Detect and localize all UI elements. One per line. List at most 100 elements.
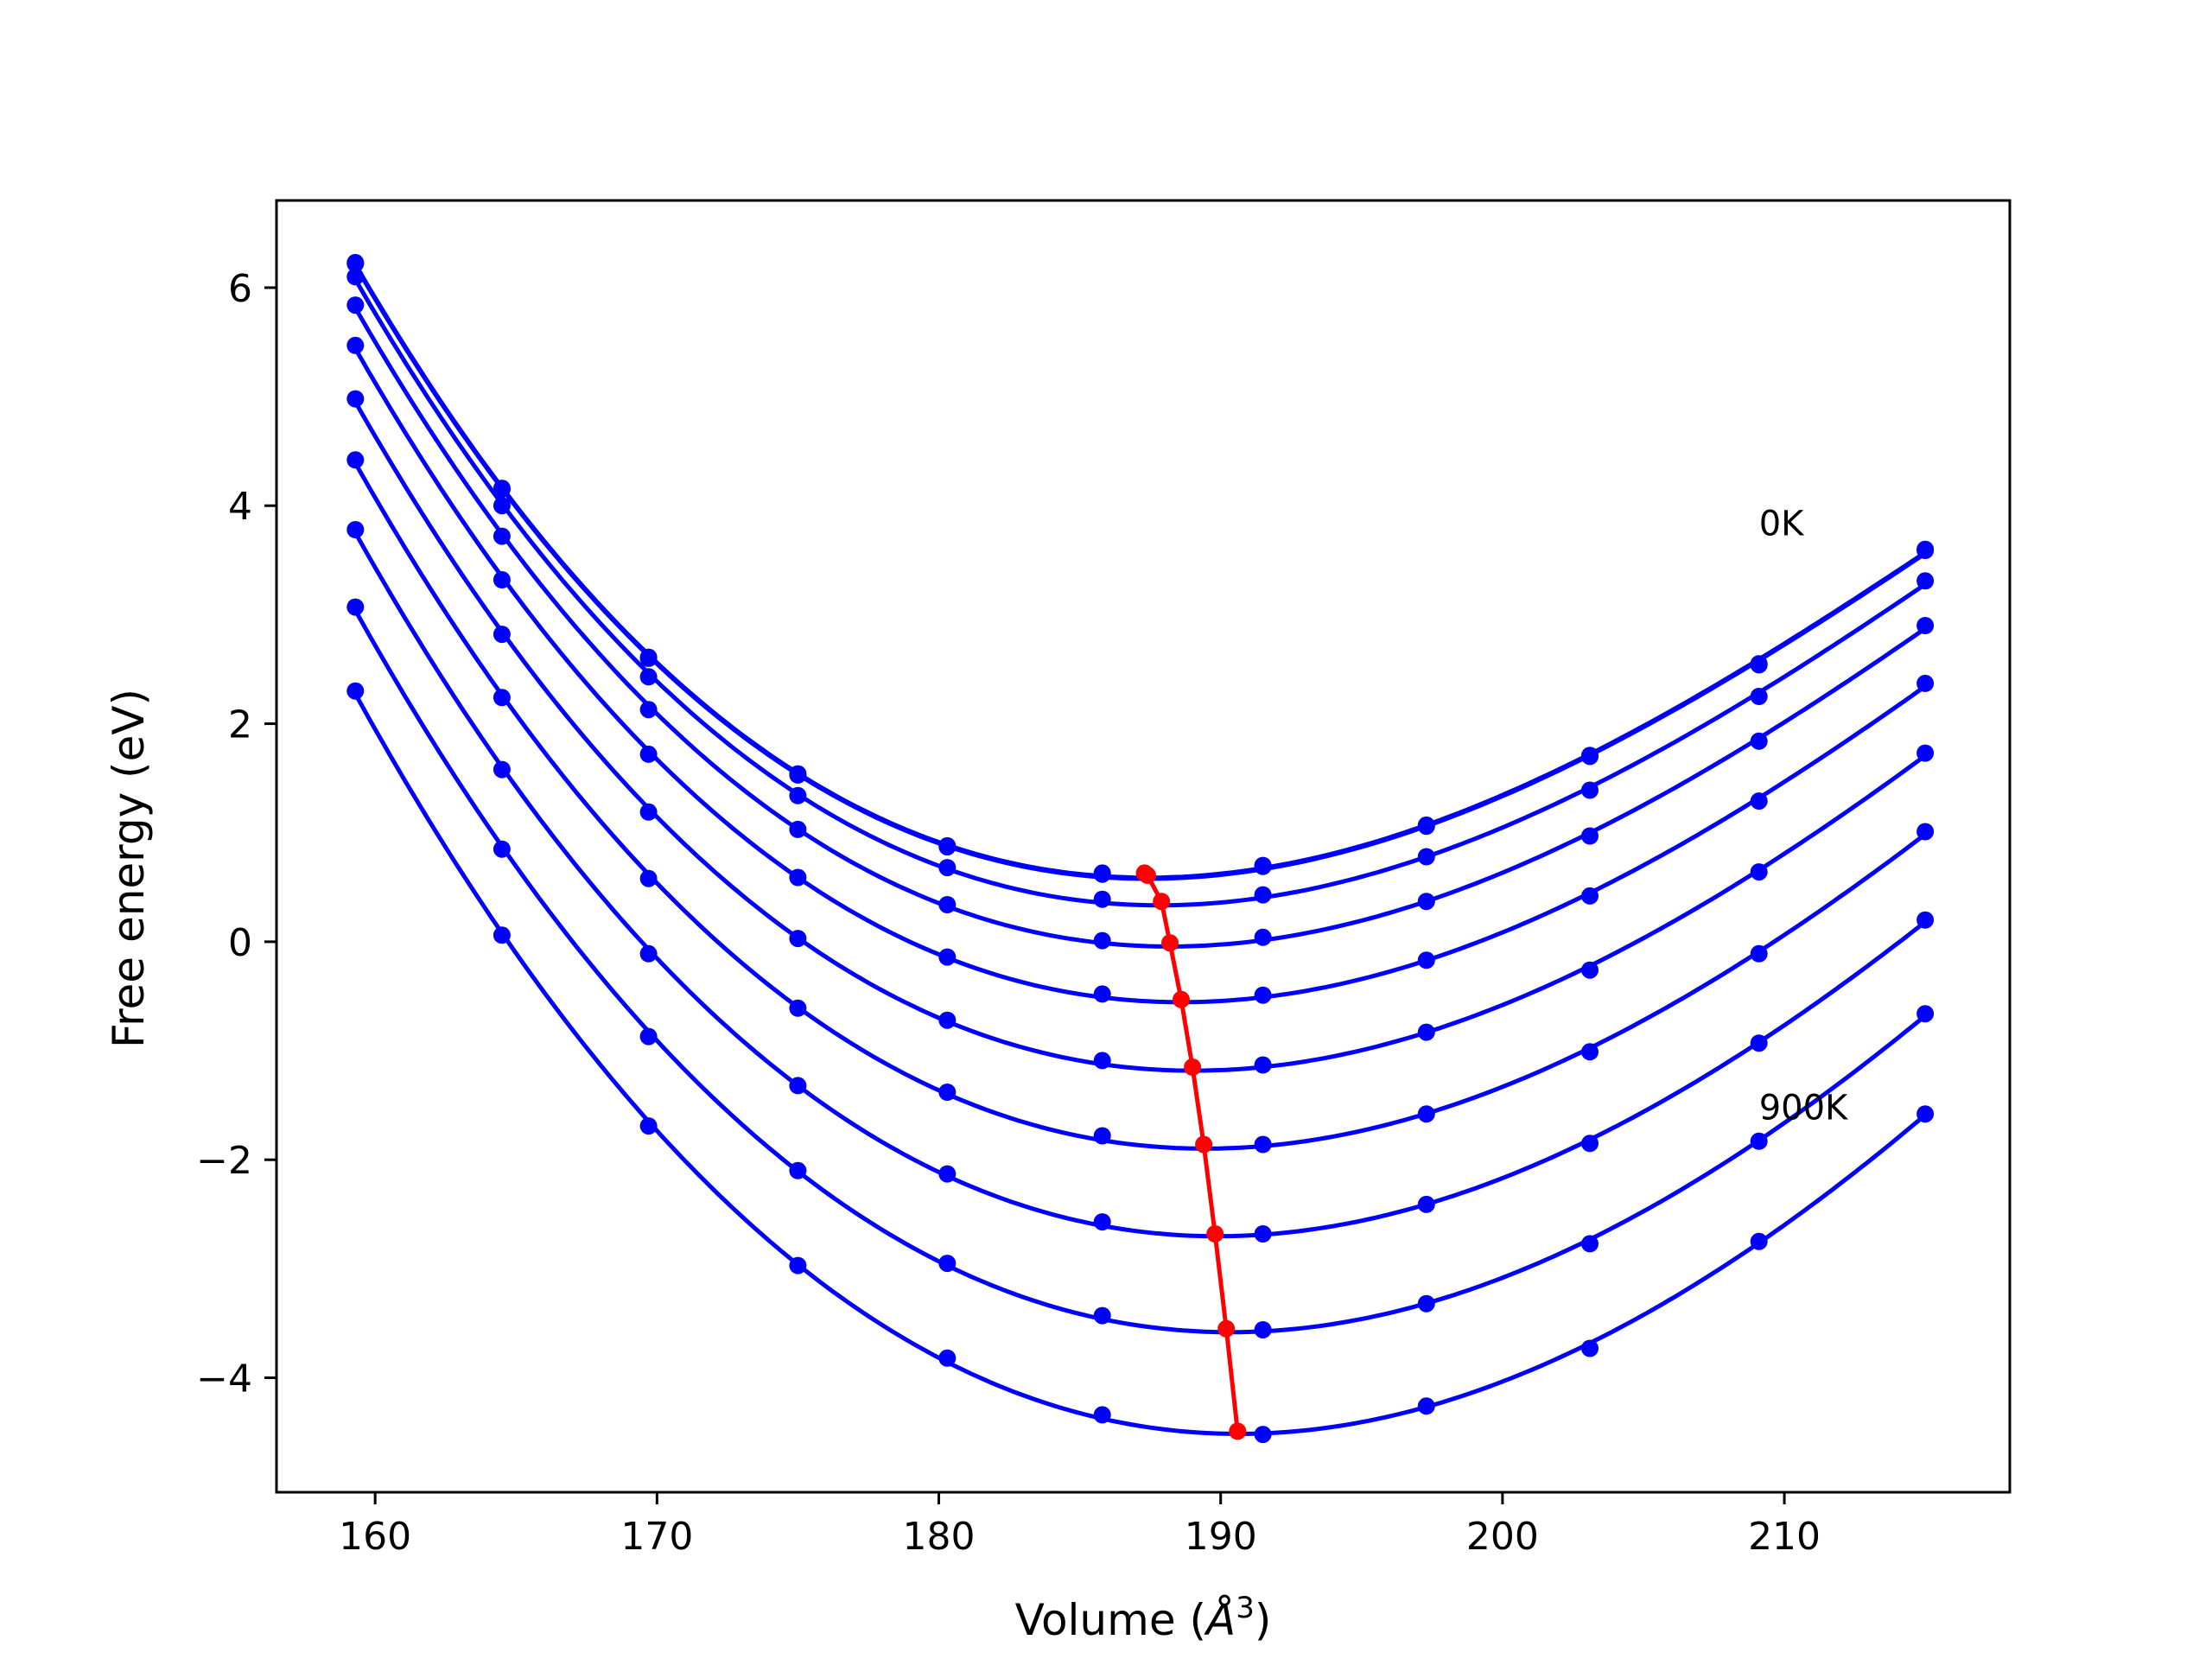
data-point-800K — [639, 1027, 658, 1046]
data-point-200K — [493, 497, 511, 515]
data-point-400K — [1254, 986, 1272, 1004]
data-point-300K — [346, 296, 365, 315]
data-point-600K — [1417, 1105, 1435, 1123]
equilibrium-point — [1138, 866, 1156, 884]
data-point-200K — [938, 859, 957, 877]
free-energy-curve-800K — [353, 609, 1927, 1335]
data-point-800K — [493, 840, 511, 858]
data-point-200K — [346, 268, 365, 286]
data-point-400K — [493, 571, 511, 588]
free-energy-curve-200K — [353, 278, 1927, 908]
x-tick-label: 160 — [339, 1515, 411, 1559]
data-point-700K — [639, 944, 658, 963]
data-point-100K — [938, 838, 957, 856]
x-tick-label: 170 — [620, 1515, 693, 1559]
data-point-200K — [789, 786, 807, 804]
data-point-600K — [493, 689, 511, 707]
free-energy-curve-300K — [353, 307, 1927, 949]
data-point-200K — [1254, 886, 1272, 904]
data-point-600K — [938, 1084, 957, 1101]
temperature-annotation: 0K — [1759, 504, 1805, 543]
y-tick-label: 2 — [228, 703, 252, 747]
y-tick-label: 6 — [228, 267, 252, 311]
data-point-700K — [346, 521, 365, 538]
data-point-300K — [1581, 827, 1599, 845]
equilibrium-point — [1206, 1225, 1224, 1243]
equilibrium-point — [1161, 934, 1179, 952]
data-point-700K — [1254, 1225, 1272, 1243]
data-point-900K — [938, 1349, 957, 1367]
data-point-400K — [1581, 887, 1599, 905]
y-tick-label: −4 — [196, 1357, 252, 1402]
equilibrium-point — [1153, 893, 1171, 911]
data-point-700K — [1750, 1034, 1768, 1052]
data-point-500K — [938, 1011, 957, 1029]
equilibrium-point — [1195, 1135, 1213, 1154]
data-point-400K — [1916, 674, 1935, 692]
y-tick-label: 4 — [228, 485, 252, 529]
data-point-400K — [346, 336, 365, 354]
data-point-200K — [1581, 781, 1599, 799]
data-point-500K — [493, 626, 511, 644]
data-point-100K — [789, 766, 807, 784]
data-point-500K — [639, 803, 658, 821]
temperature-annotation: 900K — [1759, 1089, 1849, 1128]
data-point-100K — [346, 255, 365, 273]
data-point-300K — [1417, 893, 1435, 911]
data-point-900K — [1750, 1232, 1768, 1250]
data-point-700K — [1916, 911, 1935, 929]
data-point-300K — [1916, 617, 1935, 634]
data-point-600K — [1916, 823, 1935, 841]
data-point-400K — [789, 868, 807, 887]
data-point-500K — [1093, 1052, 1111, 1070]
equilibrium-point — [1173, 990, 1190, 1008]
x-tick-label: 210 — [1748, 1515, 1821, 1559]
data-point-200K — [1750, 688, 1768, 705]
data-point-100K — [1750, 656, 1768, 674]
data-point-100K — [1581, 747, 1599, 766]
data-point-600K — [639, 869, 658, 887]
data-point-300K — [938, 896, 957, 913]
data-point-700K — [938, 1165, 957, 1183]
curve-annotations: 0K 900K — [1759, 504, 1849, 1128]
data-point-900K — [493, 926, 511, 944]
data-point-700K — [493, 760, 511, 779]
x-tick-label: 190 — [1185, 1515, 1257, 1559]
data-point-600K — [789, 999, 807, 1017]
data-point-800K — [346, 598, 365, 616]
data-point-300K — [1093, 931, 1111, 950]
equilibrium-point — [1184, 1058, 1202, 1076]
data-point-100K — [493, 480, 511, 499]
minimum-path-layer — [1135, 864, 1247, 1440]
data-point-700K — [789, 1077, 807, 1095]
free-energy-curve-700K — [353, 531, 1927, 1239]
x-tick-label: 180 — [903, 1515, 976, 1559]
data-point-700K — [1581, 1135, 1599, 1153]
data-point-100K — [1254, 857, 1272, 875]
y-tick-label: 0 — [228, 921, 252, 965]
data-point-600K — [346, 451, 365, 469]
data-point-500K — [789, 930, 807, 948]
equilibrium-point — [1229, 1422, 1247, 1440]
data-point-900K — [1093, 1406, 1111, 1424]
free-energy-curve-400K — [353, 347, 1927, 1005]
data-point-100K — [1093, 865, 1111, 883]
data-point-400K — [639, 745, 658, 763]
data-point-900K — [1581, 1339, 1599, 1357]
data-point-900K — [1254, 1426, 1272, 1444]
data-point-300K — [639, 701, 658, 719]
free-energy-curve-500K — [353, 400, 1927, 1073]
data-point-700K — [1417, 1195, 1435, 1213]
data-point-400K — [938, 948, 957, 966]
data-point-200K — [1093, 890, 1111, 908]
data-point-500K — [1916, 744, 1935, 762]
data-point-400K — [1417, 951, 1435, 969]
data-point-800K — [938, 1255, 957, 1273]
data-point-100K — [1417, 817, 1435, 836]
data-point-800K — [1093, 1306, 1111, 1325]
free-energy-curve-900K — [353, 692, 1927, 1436]
data-point-200K — [1417, 848, 1435, 866]
data-point-400K — [1750, 792, 1768, 810]
